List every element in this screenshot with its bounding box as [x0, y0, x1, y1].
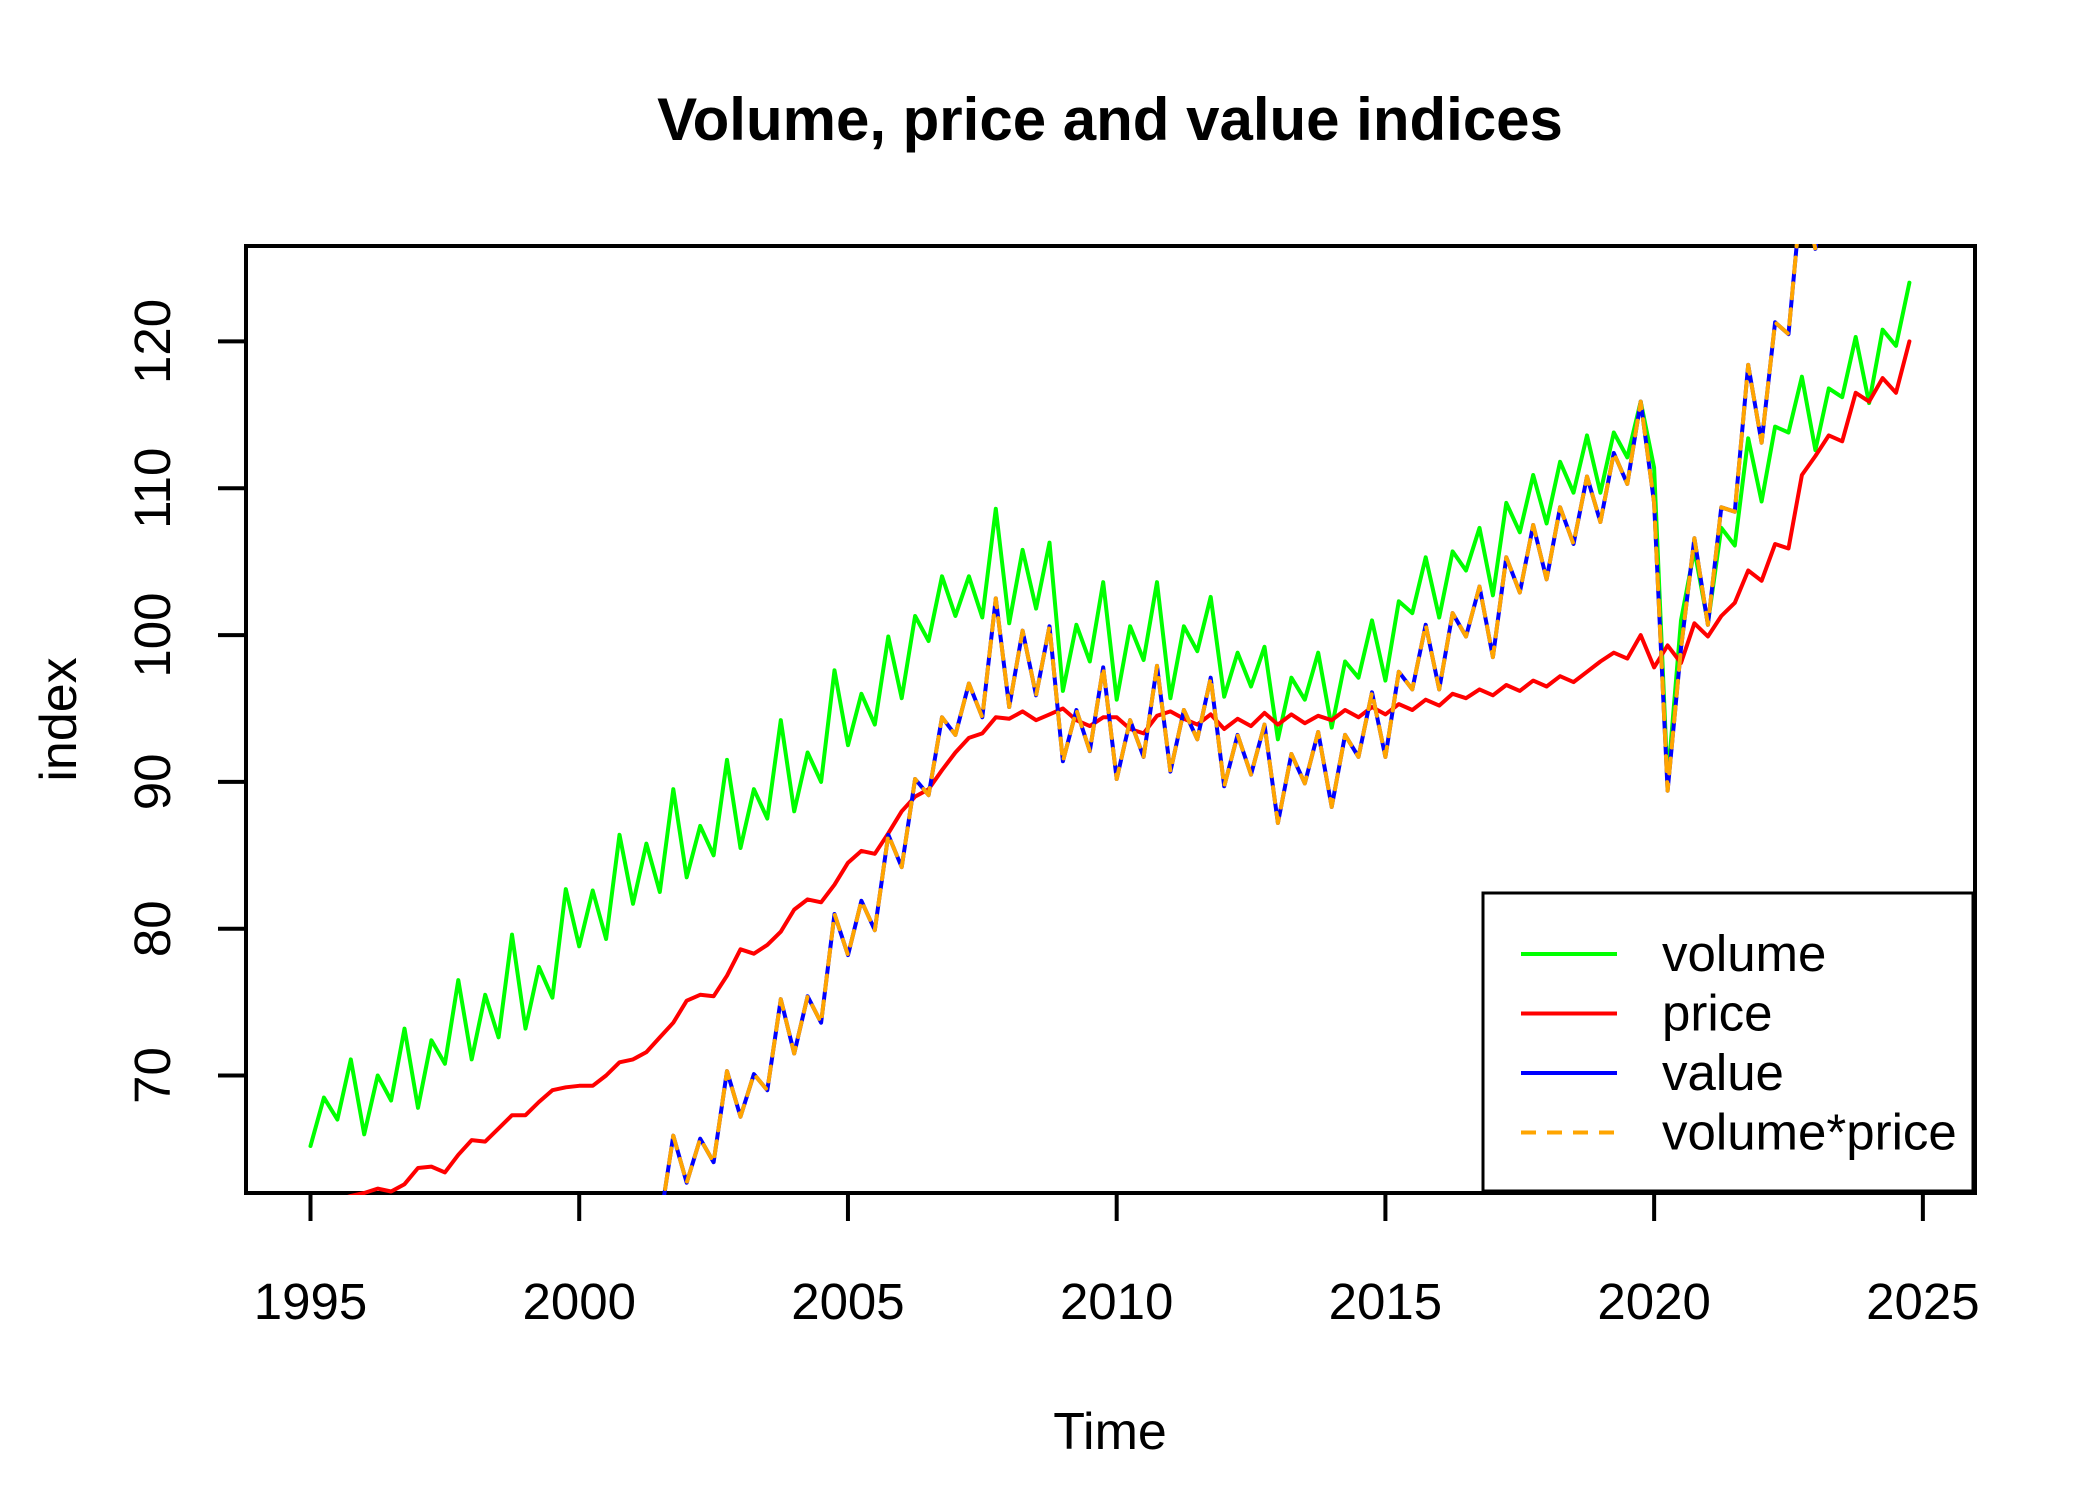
x-axis-tick-label: 2010	[1060, 1273, 1173, 1330]
legend-label: volume	[1662, 925, 1826, 982]
x-axis-title: Time	[1053, 1403, 1167, 1461]
x-axis-tick-label: 1995	[254, 1273, 367, 1330]
legend-label: price	[1662, 985, 1773, 1042]
legend-label: volume*price	[1662, 1104, 1957, 1161]
x-axis-tick-label: 2025	[1866, 1273, 1979, 1330]
y-axis-tick-label: 110	[124, 448, 181, 529]
x-axis-tick-label: 2005	[791, 1273, 904, 1330]
legend-box	[1481, 891, 1975, 1193]
x-axis-tick-label: 2015	[1329, 1273, 1442, 1330]
x-axis-tick-label: 2000	[522, 1273, 635, 1330]
volume-price-line	[662, 244, 1819, 1195]
plot-border	[244, 244, 1977, 1195]
chart-title: Volume, price and value indices	[657, 86, 1563, 153]
y-axis-tick-label: 100	[124, 593, 181, 678]
legend-label: value	[1662, 1044, 1784, 1101]
y-axis-tick-label: 70	[124, 1047, 181, 1104]
y-axis-tick-label: 120	[124, 299, 181, 384]
y-axis-title: index	[30, 657, 88, 781]
x-axis: 1995 2000 2005 2010 2015 2020 2025	[254, 1193, 1980, 1330]
series-group	[308, 244, 1912, 1195]
y-axis-tick-label: 90	[124, 754, 181, 811]
y-axis-tick-label: 80	[124, 900, 181, 957]
x-axis-tick-label: 2020	[1597, 1273, 1710, 1330]
y-axis: 70 80 90 100 110 120	[124, 299, 246, 1104]
